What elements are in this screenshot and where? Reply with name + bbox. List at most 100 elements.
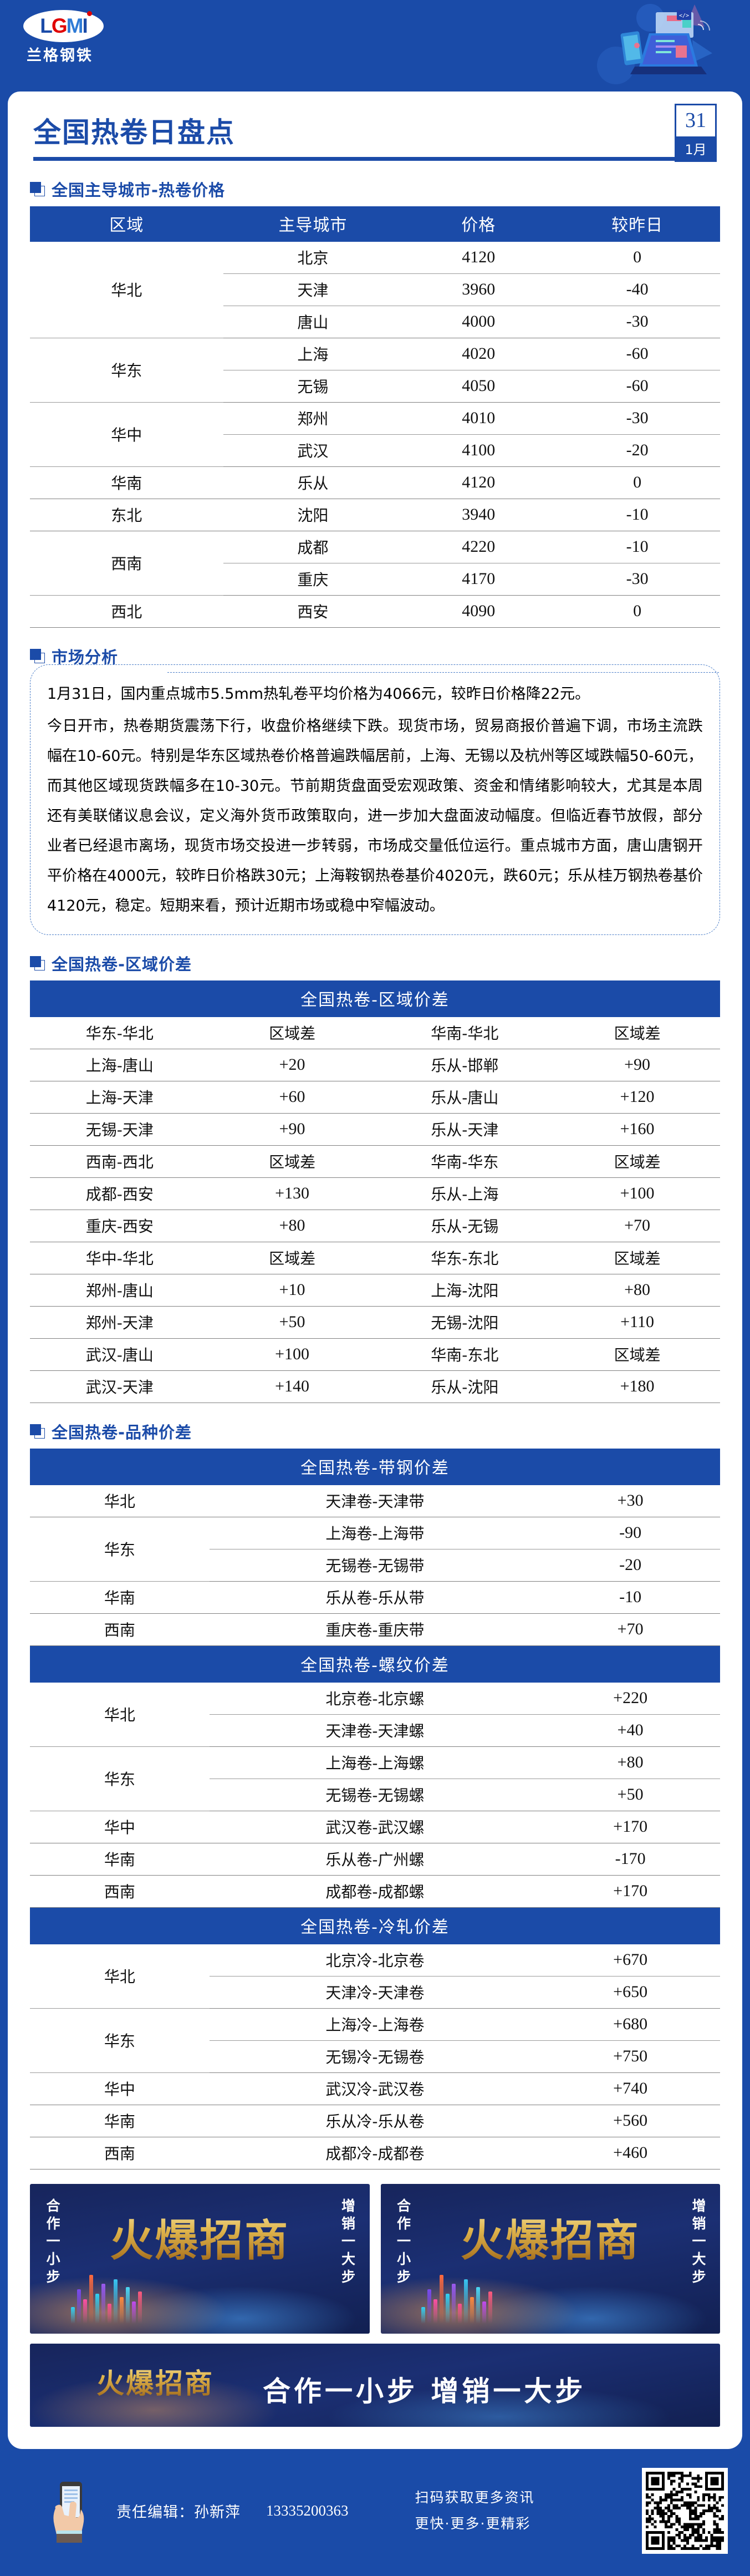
- region-cell: 东北: [30, 499, 223, 531]
- section-title-variety-spread: 全国热卷-品种价差: [52, 1422, 192, 1442]
- value-cell-right: +90: [554, 1049, 720, 1081]
- value-cell-left: +100: [209, 1338, 375, 1371]
- table-row: 重庆-西安 +80 乐从-无锡 +70: [30, 1210, 720, 1242]
- scan-line-2: 更快·更多·更精彩: [415, 2516, 531, 2532]
- value-cell: -90: [540, 1517, 720, 1549]
- pair-cell: 天津卷-天津螺: [209, 1714, 541, 1747]
- table-row: 华北 北京 4120 0: [30, 241, 720, 338]
- title-block: 全国热卷日盘点 31 1月: [8, 101, 742, 162]
- pair-cell: 天津卷-天津带: [209, 1485, 541, 1517]
- pair-cell-left: 武汉-唐山: [30, 1338, 210, 1371]
- pair-cell: 上海冷-上海卷: [209, 2008, 541, 2041]
- section-title-analysis: 市场分析: [52, 647, 119, 667]
- price-cell: 4090: [402, 595, 555, 628]
- value-cell-left: +80: [209, 1210, 375, 1242]
- change-cell: 0: [554, 241, 720, 274]
- price-cell: 3940: [402, 499, 555, 531]
- table-banner-title: 全国热卷-区域价差: [30, 980, 720, 1017]
- pair-cell-right: 乐从-天津: [375, 1113, 555, 1146]
- pair-cell: 上海卷-上海带: [209, 1517, 541, 1549]
- region-cell: 西南: [30, 2137, 210, 2169]
- subheader-cell: 区域差: [209, 1017, 375, 1049]
- region-cell: 华南: [30, 466, 223, 499]
- table-row: 唐山 4000 -30: [30, 306, 720, 338]
- ad-left-label: 合作一小步: [44, 2198, 60, 2287]
- section-heading-city-price: 全国主导城市-热卷价格: [30, 177, 742, 201]
- ad-banner-wide[interactable]: 火爆招商 合作一小步 增销一大步: [30, 2343, 720, 2427]
- region-cell: 华东: [30, 1746, 210, 1811]
- pair-cell-left: 武汉-天津: [30, 1370, 210, 1403]
- change-cell: 0: [554, 466, 720, 499]
- logo-chinese-name: 兰格钢铁: [27, 47, 93, 64]
- price-cell: 4020: [402, 338, 555, 370]
- table-row: 华东 上海卷-上海带 -90: [30, 1517, 720, 1582]
- logo-letter-g: G: [51, 14, 68, 37]
- price-cell: 4120: [402, 241, 555, 274]
- section-heading-analysis: 市场分析: [30, 644, 742, 668]
- subheader-row: 华中-华北 区域差 华东-东北 区域差: [30, 1242, 720, 1274]
- table-row: 无锡-天津 +90 乐从-天津 +160: [30, 1113, 720, 1146]
- square-bullet-icon: [30, 1424, 47, 1439]
- table-row: 西南 成都冷-成都卷 +460: [30, 2137, 720, 2169]
- logo-letter-l: L: [40, 14, 53, 37]
- ad-gold-text: 火爆招商: [461, 2206, 640, 2268]
- price-cell: 4000: [402, 306, 555, 338]
- pair-cell-left: 无锡-天津: [30, 1113, 210, 1146]
- square-bullet-icon: [30, 956, 47, 971]
- pair-cell-left: 郑州-天津: [30, 1306, 210, 1339]
- logo-letter-i: I: [82, 14, 88, 37]
- table-row: 华南 乐从 4120 0: [30, 466, 720, 499]
- value-cell: +750: [540, 2040, 720, 2073]
- region-cell: 华东: [30, 2008, 210, 2073]
- pair-cell-right: 乐从-上海: [375, 1177, 555, 1210]
- price-cell: 4170: [402, 563, 555, 596]
- table-row: 天津冷-天津卷 +650: [30, 1976, 720, 2009]
- ad-card-right[interactable]: 合作一小步 火爆招商 增销一大步: [380, 2183, 720, 2334]
- table-row: 郑州-唐山 +10 上海-沈阳 +80: [30, 1274, 720, 1307]
- pair-cell-right: 上海-沈阳: [375, 1274, 555, 1307]
- region-cell: 华南: [30, 1581, 210, 1614]
- pair-cell: 天津冷-天津卷: [209, 1976, 541, 2009]
- region-cell: 华北: [30, 1682, 210, 1747]
- pair-cell-left: 上海-唐山: [30, 1049, 210, 1081]
- table-banner-row: 全国热卷-冷轧价差: [30, 1907, 720, 1944]
- table-banner-title: 全国热卷-螺纹价差: [30, 1645, 720, 1683]
- ad-bars-decoration: [70, 2274, 142, 2324]
- subheader-cell: 华中-华北: [30, 1242, 210, 1274]
- pair-cell-left: 上海-天津: [30, 1081, 210, 1114]
- subheader-cell: 区域差: [554, 1017, 720, 1049]
- table-row: 武汉 4100 -20: [30, 434, 720, 467]
- table-row: 武汉-唐山 +100 华南-东北 区域差: [30, 1338, 720, 1371]
- ad-wide-slogan: 合作一小步 增销一大步: [263, 2375, 586, 2407]
- logo-letter-m: M: [66, 14, 84, 37]
- scan-line-1: 扫码获取更多资讯: [415, 2489, 535, 2506]
- pair-cell: 成都冷-成都卷: [209, 2137, 541, 2169]
- ad-bars-decoration: [421, 2274, 492, 2324]
- subheader-cell: 华东-东北: [375, 1242, 555, 1274]
- value-cell-left: +20: [209, 1049, 375, 1081]
- table-row: 华南 乐从冷-乐从卷 +560: [30, 2105, 720, 2137]
- table-row: 华北 天津卷-天津带 +30: [30, 1485, 720, 1517]
- pair-cell: 北京卷-北京螺: [209, 1682, 541, 1715]
- pair-cell: 无锡卷-无锡螺: [209, 1779, 541, 1811]
- price-cell: 4220: [402, 531, 555, 563]
- date-month: 1月: [675, 138, 717, 162]
- value-cell-right: 区域差: [554, 1338, 720, 1371]
- value-cell-right: +70: [554, 1210, 720, 1242]
- region-cell: 华南: [30, 1843, 210, 1876]
- qr-code[interactable]: [642, 2467, 728, 2554]
- footer-phone: 13335200363: [266, 2502, 349, 2519]
- region-cell: 华北: [30, 1944, 210, 2009]
- ad-card-left[interactable]: 合作一小步 火爆招商 增销一大步: [30, 2183, 370, 2334]
- col-city: 主导城市: [223, 206, 403, 242]
- change-cell: -40: [554, 273, 720, 306]
- city-cell: 乐从: [223, 466, 403, 499]
- value-cell: +70: [540, 1613, 720, 1646]
- table-row: 华北 北京冷-北京卷 +670: [30, 1944, 720, 2009]
- table-row: 无锡冷-无锡卷 +750: [30, 2040, 720, 2073]
- top-banner: L G M I 兰格钢铁 </>: [0, 0, 750, 92]
- table-row: 华东 上海冷-上海卷 +680: [30, 2008, 720, 2073]
- value-cell-right: +80: [554, 1274, 720, 1307]
- change-cell: 0: [554, 595, 720, 628]
